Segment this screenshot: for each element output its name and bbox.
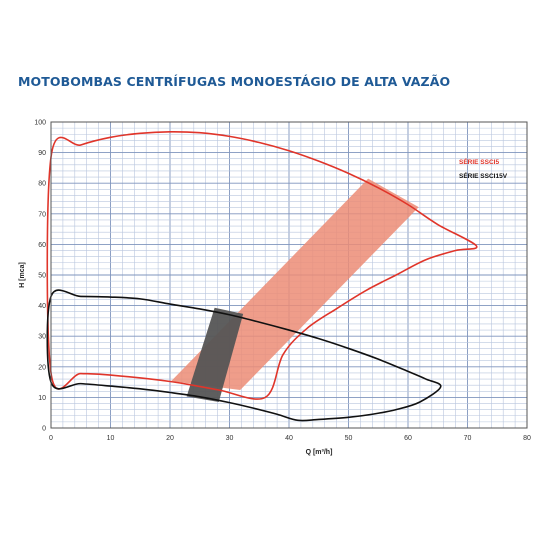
series-outline-ssci15v bbox=[46, 289, 442, 422]
y-axis-label: H [mca] bbox=[19, 262, 26, 288]
x-tick-label: 70 bbox=[464, 435, 472, 442]
axis-ticks: 0 10 20 30 40 50 60 70 80 0 10 20 30 40 50 60 70 80 90 100 bbox=[34, 120, 531, 443]
x-tick-label: 40 bbox=[285, 435, 293, 442]
x-tick-label: 20 bbox=[166, 435, 174, 442]
operating-bands bbox=[171, 178, 419, 402]
page-title: MOTOBOMBAS CENTRÍFUGAS MONOESTÁGIO DE AL… bbox=[18, 74, 451, 89]
legend-entry-ssci15v: SÉRIE SSCI15V bbox=[459, 171, 508, 180]
plot-frame bbox=[50, 121, 528, 429]
x-tick-label: 0 bbox=[49, 435, 53, 442]
plot-border bbox=[50, 121, 528, 429]
x-tick-label: 50 bbox=[345, 435, 353, 442]
y-tick-label: 0 bbox=[42, 426, 46, 433]
y-tick-label: 60 bbox=[38, 242, 46, 249]
legend: SÉRIE SSCI5 SÉRIE SSCI15V bbox=[459, 157, 508, 180]
y-tick-label: 90 bbox=[38, 150, 46, 157]
legend-entry-ssci5: SÉRIE SSCI5 bbox=[459, 157, 499, 166]
y-tick-label: 30 bbox=[38, 334, 46, 341]
x-tick-label: 30 bbox=[226, 435, 234, 442]
y-tick-label: 20 bbox=[38, 364, 46, 371]
y-tick-label: 50 bbox=[38, 273, 46, 280]
pump-curves bbox=[46, 130, 478, 422]
x-tick-label: 60 bbox=[404, 435, 412, 442]
y-tick-label: 80 bbox=[38, 181, 46, 188]
operating-band-ssci15v bbox=[186, 307, 244, 402]
y-tick-label: 10 bbox=[38, 395, 46, 402]
series-outline-ssci5 bbox=[46, 130, 478, 400]
x-tick-label: 10 bbox=[107, 435, 115, 442]
y-tick-label: 100 bbox=[34, 120, 46, 127]
y-tick-label: 70 bbox=[38, 211, 46, 218]
x-axis-label: Q [m³/h] bbox=[306, 449, 333, 456]
y-tick-label: 40 bbox=[38, 303, 46, 310]
x-tick-label: 80 bbox=[523, 435, 531, 442]
